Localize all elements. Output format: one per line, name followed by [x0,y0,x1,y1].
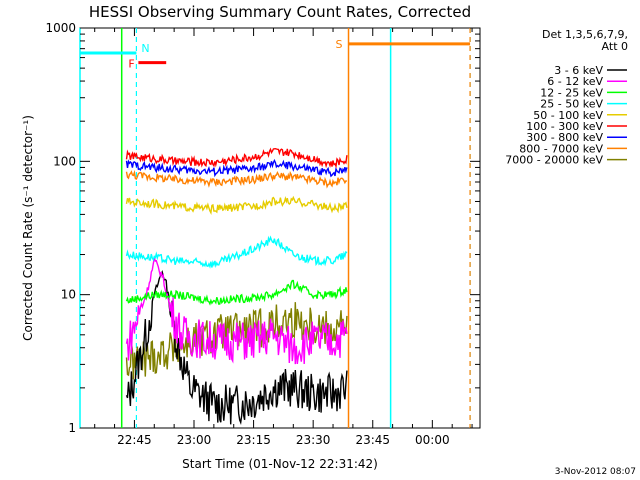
series-line [125,235,348,269]
x-axis-label: Start Time (01-Nov-12 22:31:42) [182,457,378,471]
marker-label: F [128,58,134,71]
series-line [125,195,348,215]
x-tick-label: 23:45 [355,433,390,447]
series-line [125,255,348,365]
y-axis-label: Corrected Count Rate (s⁻¹ detector⁻¹) [21,115,35,341]
legend-label: 300 - 800 keV [526,131,603,144]
legend-label: 12 - 25 keV [540,86,603,99]
marker-label: S [336,38,343,51]
x-tick-label: 22:45 [117,433,152,447]
x-tick-label: 23:00 [177,433,212,447]
y-tick-label: 1 [68,421,76,435]
y-tick-label: 10 [61,288,76,302]
legend-label: 6 - 12 keV [547,75,603,88]
legend-header-line2: Att 0 [602,40,628,53]
x-tick-label: 00:00 [415,433,450,447]
series-line [125,302,348,380]
series-layer [125,147,348,426]
plot-frame [79,27,481,429]
x-tick-label: 23:30 [296,433,331,447]
y-tick-label: 1000 [45,21,76,35]
chart-title: HESSI Observing Summary Count Rates, Cor… [89,3,471,21]
x-tick-label: 23:15 [236,433,271,447]
marker-layer: NF S [80,38,471,71]
footer-date: 3-Nov-2012 08:07 [555,467,636,477]
legend-header-line1: Det 1,3,5,6,7,9, [542,28,628,41]
legend-label: 50 - 100 keV [533,109,603,122]
observation-spans [79,28,471,428]
plot-area [79,27,481,429]
legend-label: 100 - 300 keV [526,120,603,133]
y-tick-label: 100 [53,154,76,168]
series-line [125,147,348,169]
series-line [125,169,348,189]
legend-label: 25 - 50 keV [540,98,603,111]
series-line [125,279,348,306]
legend-label: 800 - 7000 keV [519,142,603,155]
marker-label: N [141,42,149,55]
legend-label: 3 - 6 keV [554,64,603,77]
series-line [125,158,348,178]
legend-label: 7000 - 20000 keV [505,154,603,167]
axes: 22:45 23:00 23:15 23:30 23:45 00:00 1 10 100 1000 [45,21,480,447]
